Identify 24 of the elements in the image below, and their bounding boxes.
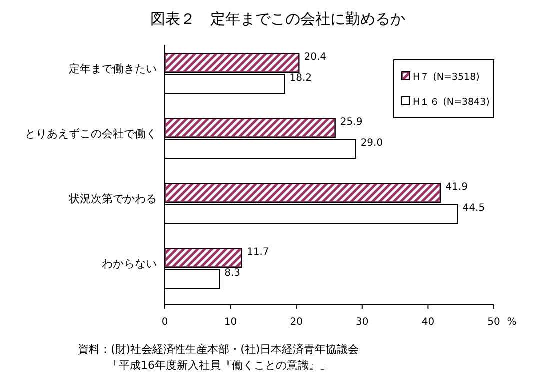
data-label: 11.7 bbox=[246, 247, 270, 258]
chart-title: 図表２ 定年までこの会社に勤めるか bbox=[150, 10, 406, 28]
x-tick-label: 50 bbox=[488, 317, 500, 328]
x-tick-label: 30 bbox=[356, 317, 369, 328]
x-tick-label: 10 bbox=[224, 317, 238, 328]
data-label: 18.2 bbox=[290, 73, 312, 84]
data-label: 29.0 bbox=[360, 138, 384, 149]
data-label: 20.4 bbox=[304, 52, 326, 63]
y-tick-label: 定年まで働きたい bbox=[69, 62, 157, 76]
data-label: 25.9 bbox=[340, 117, 363, 128]
x-tick-label: 0 bbox=[162, 317, 168, 328]
y-tick-label: とりあえずこの会社で働く bbox=[25, 128, 157, 141]
y-tick-label: わからない bbox=[102, 258, 157, 271]
x-tick-label: 20 bbox=[290, 317, 303, 328]
y-tick-label: 状況次第でかわる bbox=[68, 192, 157, 206]
data-label: 8.3 bbox=[224, 268, 241, 279]
text: 資料：(財)社会経済性生産本部・(社)日本経済青年協議会 bbox=[78, 343, 360, 356]
text: 「平成16年度新入社員『働くことの意識』」 bbox=[108, 359, 331, 372]
x-axis-title: % bbox=[507, 317, 517, 328]
x-tick-label: 40 bbox=[422, 317, 435, 328]
data-label: 44.5 bbox=[462, 203, 486, 214]
legend-label: H７ (N=3518) bbox=[413, 72, 480, 83]
data-label: 41.9 bbox=[446, 182, 468, 193]
legend-label: H１６ (N=3843) bbox=[413, 97, 490, 108]
